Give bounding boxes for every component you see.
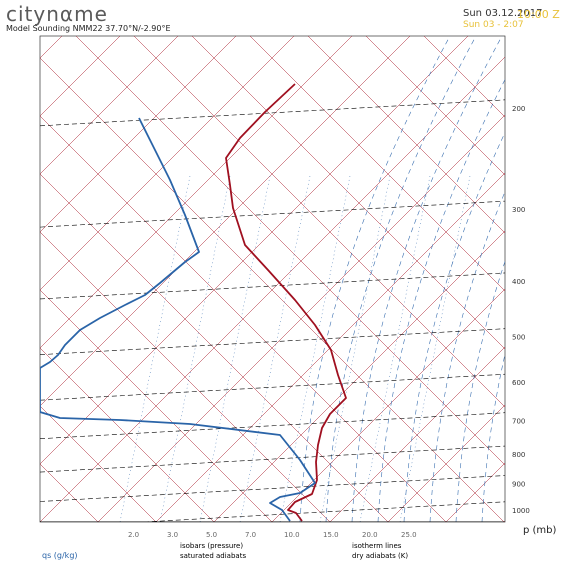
dry-adiabat-line [133, 36, 505, 408]
mixing-ratio-tick-label: 5.0 [206, 531, 217, 539]
run-time: 10:00 Z [517, 8, 560, 21]
legend-isotherms: isotherm lines [352, 542, 402, 550]
mixing-ratio-tick-label: 25.0 [401, 531, 417, 539]
isotherm-line [40, 56, 505, 522]
saturated-adiabat-curve [299, 36, 451, 522]
pressure-tick-label: 300 [512, 206, 525, 214]
dry-adiabat-line [40, 463, 99, 522]
pressure-tick-label: 600 [512, 379, 525, 387]
isotherm-line [40, 36, 295, 291]
isotherm-line [40, 36, 353, 349]
pressure-tick-label: 500 [512, 334, 525, 342]
dry-adiabat-line [40, 231, 331, 522]
saturated-adiabat-curve [377, 78, 505, 522]
mixing-ratio-line [159, 175, 231, 522]
mixing-ratio-tick-label: 10.0 [284, 531, 300, 539]
mixing-ratio-line [279, 175, 351, 522]
dry-adiabat-line [40, 347, 215, 522]
isotherm-line [0, 22, 18, 522]
saturated-adiabat-curve [351, 36, 503, 522]
saturated-adiabat-curve [481, 353, 505, 522]
isobar-line [40, 272, 505, 300]
pressure-tick-label: 700 [512, 418, 525, 426]
dry-adiabat-line [365, 36, 505, 176]
saturated-adiabat-curve [429, 191, 505, 522]
isotherm-line [271, 288, 505, 522]
dry-adiabat-line [75, 36, 505, 466]
dry-adiabat-line [40, 521, 41, 522]
mixing-ratio-line [239, 175, 311, 522]
saturated-adiabat-curve [455, 260, 505, 522]
y-axis-label: p (mb) [523, 525, 557, 536]
isotherm-line [40, 36, 237, 233]
mixing-ratio-line [359, 175, 431, 522]
dry-adiabat-line [249, 36, 505, 292]
mixing-ratio-tick-label: 7.0 [245, 531, 256, 539]
isotherm-line [562, 22, 576, 522]
dry-adiabat-line [40, 289, 273, 522]
isobar-line [40, 373, 505, 401]
isobar-line [40, 445, 505, 473]
temperature-profile-line [225, 83, 347, 522]
isotherm-line [329, 346, 505, 522]
isotherm-line [40, 36, 411, 407]
brand-logo: citynαme [6, 2, 108, 26]
mixing-ratio-line [119, 175, 191, 522]
isotherm-line [40, 36, 469, 465]
run-date: Sun 03.12.2017 [463, 8, 543, 19]
mixing-ratio-line [199, 175, 271, 522]
dry-adiabat-line [40, 405, 157, 522]
isotherm-line [40, 36, 179, 175]
dry-adiabat-line [423, 36, 505, 118]
isotherm-line [40, 36, 121, 117]
isotherm-line [40, 36, 63, 59]
isobar-line [40, 328, 505, 355]
isobar-line [40, 412, 505, 440]
x-axis-label: qs (g/kg) [42, 551, 78, 560]
valid-date: Sun 03 - 2:07 [463, 20, 524, 30]
dry-adiabat-line [191, 36, 505, 350]
legend-dry-adiabats: dry adiabats (K) [352, 552, 408, 560]
dry-adiabat-line [307, 36, 505, 234]
pressure-tick-label: 400 [512, 278, 525, 286]
dry-adiabat-line [40, 173, 389, 522]
isobar-line [40, 475, 505, 502]
legend-saturated-adiabats: saturated adiabats [180, 552, 246, 560]
pressure-tick-label: 900 [512, 481, 525, 489]
mixing-ratio-tick-label: 20.0 [362, 531, 378, 539]
isobar-line [40, 99, 505, 127]
isotherm-line [155, 172, 505, 522]
mixing-ratio-line [399, 175, 471, 522]
mixing-ratio-tick-label: 2.0 [128, 531, 139, 539]
isotherm-line [387, 404, 505, 522]
legend-isobars: isobars (pressure) [180, 542, 243, 550]
saturated-adiabat-curve [325, 36, 477, 522]
isotherm-line [445, 462, 505, 522]
pressure-tick-label: 1000 [512, 507, 530, 515]
mixing-ratio-line [319, 175, 391, 522]
isotherm-line [503, 520, 505, 522]
isobar-line [138, 501, 505, 522]
pressure-tick-label: 800 [512, 451, 525, 459]
dry-adiabat-line [40, 115, 447, 522]
mixing-ratio-tick-label: 15.0 [323, 531, 339, 539]
chart-subtitle: Model Sounding NMM22 37.70°N/-2.90°E [6, 24, 171, 33]
dewpoint-profile-line [40, 117, 316, 522]
saturated-adiabat-curve [403, 131, 505, 522]
isobar-line [40, 200, 505, 228]
isotherm-line [97, 114, 505, 522]
pressure-tick-label: 200 [512, 105, 525, 113]
isotherm-line [213, 230, 505, 522]
mixing-ratio-tick-label: 3.0 [167, 531, 178, 539]
